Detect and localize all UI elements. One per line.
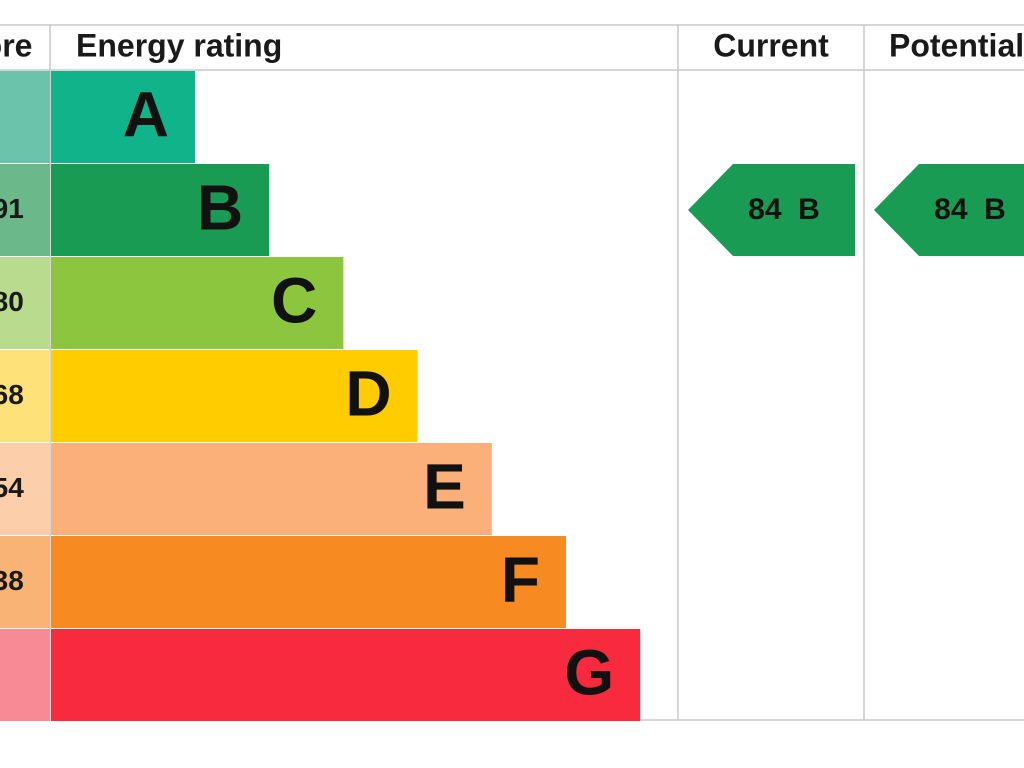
score-cell <box>0 536 50 628</box>
score-cell <box>0 71 50 163</box>
band-bar <box>51 164 270 256</box>
band-range: 81-91 <box>0 193 24 224</box>
band-bar <box>51 629 641 721</box>
score-cell <box>0 257 50 349</box>
potential-label: 84 B <box>934 193 1006 226</box>
potential-arrow <box>874 164 1024 256</box>
band-bar <box>51 536 566 628</box>
score-cell <box>0 350 50 442</box>
band-bar <box>51 350 418 442</box>
band-bar <box>51 257 344 349</box>
band-range: 55-68 <box>0 379 24 410</box>
current-header: Current <box>713 27 829 63</box>
score-header: Score <box>0 27 32 63</box>
band-bar <box>51 71 195 163</box>
rating-header: Energy rating <box>76 27 282 63</box>
band-letter: A <box>123 78 169 150</box>
band-letter: C <box>271 264 317 336</box>
band-letter: B <box>197 171 243 243</box>
potential-header: Potential <box>889 27 1024 63</box>
score-cell <box>0 629 50 721</box>
band-letter: D <box>345 357 391 429</box>
band-letter: G <box>564 636 614 708</box>
band-letter: F <box>501 543 540 615</box>
band-bar <box>51 443 492 535</box>
band-range: 21-38 <box>0 565 24 596</box>
band-range: 39-54 <box>0 472 24 503</box>
band-letter: E <box>423 450 466 522</box>
current-arrow <box>688 164 855 256</box>
score-cell <box>0 164 50 256</box>
current-label: 84 B <box>748 193 820 226</box>
score-cell <box>0 443 50 535</box>
band-range: 69-80 <box>0 286 24 317</box>
